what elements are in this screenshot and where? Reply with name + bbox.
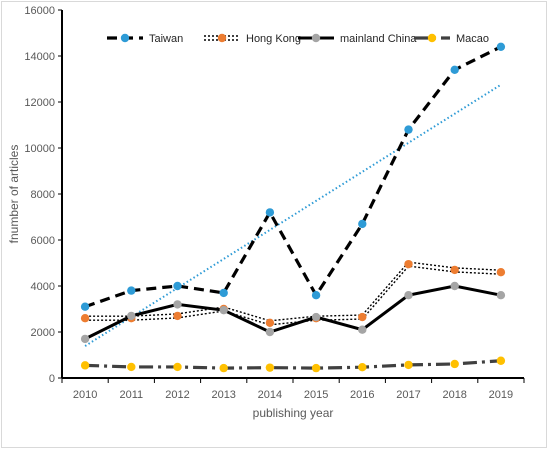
x-tick-label: 2017	[396, 389, 420, 401]
data-point-macao	[173, 362, 182, 372]
data-point-mainland-china	[219, 305, 228, 315]
data-point-macao	[265, 363, 275, 372]
data-point-hong-kong	[404, 259, 413, 269]
legend-label-macao: Macao	[456, 33, 489, 45]
y-tick-label: 10000	[24, 143, 55, 155]
y-tick-label: 12000	[24, 97, 55, 109]
x-tick-label: 2013	[211, 389, 235, 401]
data-point-hong-kong	[265, 318, 275, 327]
y-tick-label: 4000	[31, 281, 55, 293]
data-point-macao	[127, 362, 136, 372]
data-point-taiwan	[404, 125, 413, 134]
x-tick-label: 2012	[165, 389, 189, 401]
series-line-hong-kong-a	[85, 261, 501, 322]
y-tick-label: 8000	[31, 189, 55, 201]
x-tick-label: 2019	[489, 389, 513, 401]
data-point-mainland-china	[265, 327, 275, 337]
legend-label-taiwan: Taiwan	[149, 33, 183, 45]
series-line-macao	[85, 359, 502, 370]
legend-marker-macao	[427, 33, 437, 43]
data-point-mainland-china	[404, 291, 413, 300]
data-point-taiwan	[173, 281, 182, 291]
y-tick-label: 14000	[24, 51, 55, 63]
data-point-mainland-china	[496, 291, 506, 300]
legend-marker-mainland-china	[311, 33, 321, 43]
x-tick-label: 2016	[350, 389, 374, 401]
data-point-taiwan	[496, 42, 506, 51]
y-axis-title: fnumber of articles	[7, 145, 21, 244]
series-line-hong-kong-b	[85, 265, 501, 326]
data-point-macao	[358, 362, 367, 372]
x-tick-label: 2015	[304, 389, 328, 401]
plot-area: 0 2000 4000 6000 8000 10000 12000 14000 16000 201…	[24, 5, 525, 401]
data-point-mainland-china	[80, 334, 90, 344]
trendline-taiwan	[84, 83, 502, 347]
legend-label-mainland-china: mainland China	[340, 33, 417, 45]
data-point-hong-kong	[496, 268, 506, 277]
data-point-hong-kong	[450, 265, 459, 275]
data-point-mainland-china	[358, 325, 367, 334]
data-point-taiwan	[219, 288, 228, 298]
data-point-taiwan	[358, 219, 367, 229]
data-point-mainland-china	[450, 281, 459, 291]
data-point-macao	[219, 363, 228, 373]
y-tick-label: 0	[49, 373, 55, 385]
data-point-macao	[450, 359, 459, 369]
x-tick-label: 2018	[442, 389, 466, 401]
legend-marker-hong-kong	[217, 33, 227, 43]
y-tick-label: 2000	[31, 327, 55, 339]
data-point-macao	[496, 356, 506, 365]
y-tick-label: 6000	[31, 235, 55, 247]
x-tick-label: 2011	[119, 389, 143, 401]
data-point-macao	[404, 360, 413, 370]
x-axis-title: publishing year	[253, 406, 334, 420]
data-point-taiwan	[450, 65, 459, 74]
legend-label-hong-kong: Hong Kong	[246, 33, 301, 45]
data-point-hong-kong	[358, 312, 367, 322]
data-point-hong-kong	[80, 314, 90, 323]
y-tick-label: 16000	[24, 5, 55, 17]
data-point-hong-kong	[173, 311, 182, 321]
data-point-taiwan	[265, 208, 275, 217]
legend: Taiwan Hong Kong mainland China Macao	[107, 33, 489, 45]
data-point-mainland-china	[311, 312, 321, 322]
data-point-taiwan	[127, 286, 136, 295]
data-point-macao	[80, 361, 90, 370]
series-line-mainland-china	[84, 284, 502, 341]
data-point-taiwan	[311, 291, 321, 300]
data-point-mainland-china	[173, 300, 182, 309]
x-tick-label: 2010	[73, 389, 97, 401]
data-point-mainland-china	[127, 311, 136, 321]
series-line-taiwan	[84, 45, 502, 309]
x-tick-label: 2014	[258, 389, 282, 401]
legend-marker-taiwan	[120, 33, 130, 43]
data-point-taiwan	[80, 302, 90, 311]
data-point-macao	[311, 363, 321, 373]
